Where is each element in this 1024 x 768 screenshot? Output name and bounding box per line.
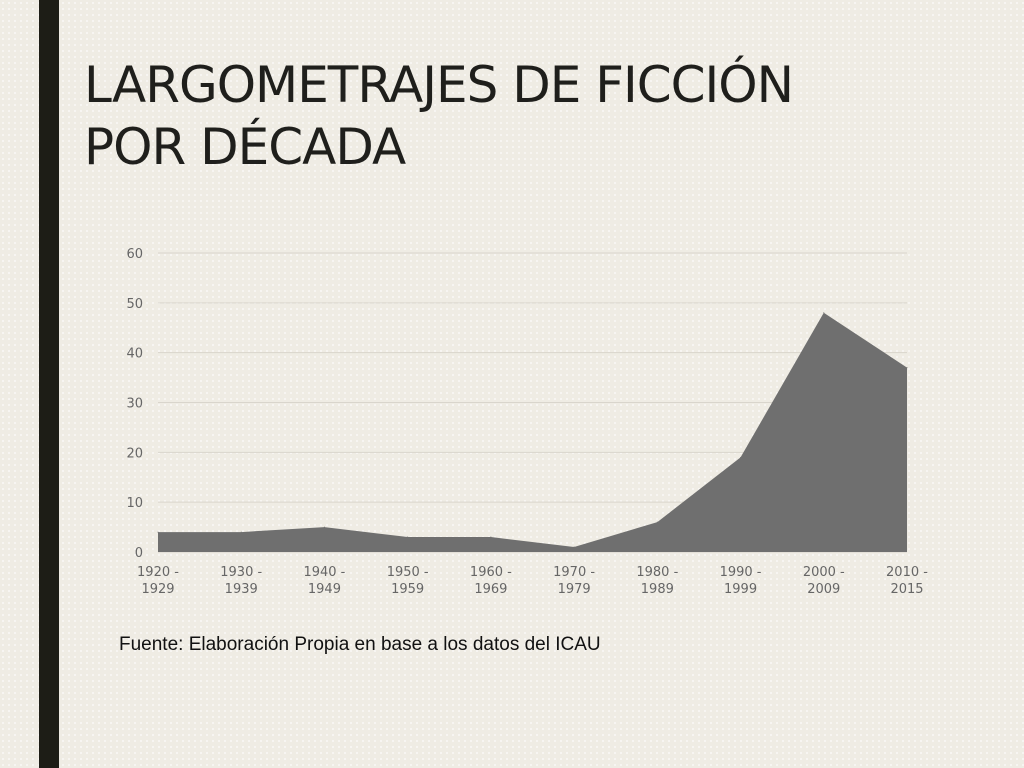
x-tick-label: 1920 -1929 — [137, 565, 179, 597]
x-tick-label: 1980 -1989 — [636, 565, 678, 597]
y-tick-label: 60 — [126, 247, 143, 262]
y-tick-label: 50 — [126, 297, 143, 312]
y-tick-label: 40 — [126, 347, 143, 362]
x-tick-label: 1990 -1999 — [720, 565, 762, 597]
accent-bar — [39, 0, 59, 768]
y-tick-label: 10 — [126, 496, 143, 511]
x-tick-label: 1950 -1959 — [387, 565, 429, 597]
data-point — [157, 531, 159, 533]
x-tick-label: 1970 -1979 — [553, 565, 595, 597]
x-tick-label: 2010 -2015 — [886, 565, 928, 597]
y-tick-label: 20 — [126, 446, 143, 461]
x-tick-label: 1960 -1969 — [470, 565, 512, 597]
data-point — [323, 526, 325, 528]
data-point — [906, 367, 908, 369]
data-point — [240, 531, 242, 533]
y-tick-label: 30 — [126, 397, 143, 412]
data-point — [490, 536, 492, 538]
slide-title: LARGOMETRAJES DE FICCIÓN POR DÉCADA — [84, 54, 984, 178]
data-point — [656, 521, 658, 523]
y-tick-label: 0 — [135, 546, 143, 561]
x-tick-label: 2000 -2009 — [803, 565, 845, 597]
source-note: Fuente: Elaboración Propia en base a los… — [119, 634, 601, 655]
slide-title-line-2: POR DÉCADA — [84, 118, 406, 176]
slide-title-line-1: LARGOMETRAJES DE FICCIÓN — [84, 56, 794, 114]
x-tick-label: 1940 -1949 — [303, 565, 345, 597]
data-point — [740, 456, 742, 458]
data-point — [823, 312, 825, 314]
area-series — [158, 312, 907, 552]
data-point — [573, 546, 575, 548]
data-point — [407, 536, 409, 538]
x-tick-label: 1930 -1939 — [220, 565, 262, 597]
